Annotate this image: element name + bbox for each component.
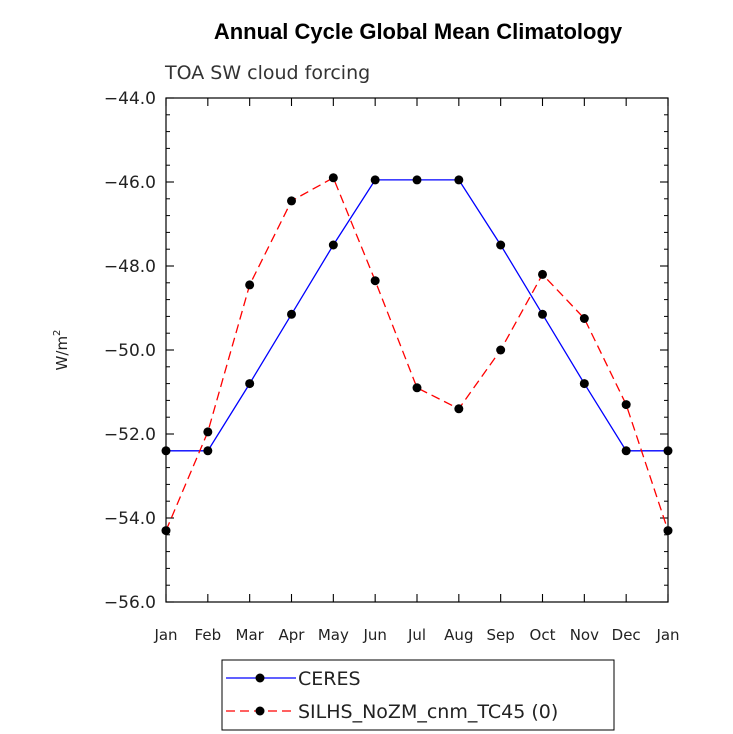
- y-tick-label: −52.0: [104, 425, 156, 445]
- x-tick-label: Dec: [612, 626, 641, 644]
- series-1-point: [621, 400, 631, 410]
- series-0-point: [245, 379, 255, 389]
- series-layer: [161, 173, 673, 536]
- y-axis-ticks: −44.0 −46.0 −48.0 −50.0 −52.0 −54.0 −56.0: [104, 89, 668, 613]
- legend-label-silhs: SILHS_NoZM_cnm_TC45 (0): [298, 701, 558, 723]
- series-0-point: [538, 309, 547, 319]
- plot-frame: [165, 97, 669, 603]
- series-1-point: [287, 196, 296, 206]
- series-0-point: [496, 240, 506, 250]
- x-tick-label: May: [318, 626, 349, 644]
- series-1-point: [203, 427, 213, 437]
- legend-marker-ceres: [255, 673, 265, 683]
- y-tick-label: −50.0: [104, 341, 156, 361]
- series-1-point: [496, 345, 506, 355]
- x-tick-label: Apr: [279, 626, 306, 644]
- series-0-point: [579, 379, 589, 389]
- series-0-point: [621, 446, 631, 456]
- y-axis-label-superscript: 2: [52, 330, 63, 336]
- y-axis-label-text: W/m: [53, 336, 71, 371]
- legend: CERES SILHS_NoZM_cnm_TC45 (0): [221, 659, 615, 731]
- legend-label-ceres: CERES: [298, 668, 361, 690]
- series-0-point: [370, 175, 380, 185]
- y-tick-label: −56.0: [104, 593, 156, 613]
- y-tick-label: −48.0: [104, 257, 156, 277]
- series-1-point: [245, 280, 255, 290]
- series-1-point: [454, 404, 464, 414]
- x-tick-label: Jan: [153, 626, 177, 644]
- svg-text:W/m2: W/m2: [52, 330, 71, 371]
- x-tick-label: Jun: [362, 626, 386, 644]
- series-0-point: [161, 446, 171, 456]
- series-1-point: [161, 526, 171, 536]
- legend-box: [221, 659, 615, 731]
- series-0-point: [663, 446, 673, 456]
- series-1-point: [412, 383, 422, 393]
- x-tick-label: Jan: [655, 626, 679, 644]
- series-1-point: [328, 173, 338, 183]
- y-tick-label: −44.0: [104, 89, 156, 109]
- series-1-point: [579, 314, 589, 323]
- series-1-point: [370, 276, 380, 286]
- y-tick-label: −46.0: [104, 173, 156, 193]
- x-tick-label: Aug: [444, 626, 473, 644]
- series-line-1: [165, 176, 669, 531]
- series-0-point: [287, 309, 296, 319]
- x-tick-label: Mar: [236, 626, 265, 644]
- chart-title: Annual Cycle Global Mean Climatology: [214, 19, 623, 44]
- x-tick-label: Jul: [407, 626, 426, 644]
- series-1-point: [538, 269, 547, 279]
- x-tick-label: Feb: [195, 626, 222, 644]
- series-0-point: [454, 175, 464, 185]
- y-tick-label: −54.0: [104, 509, 156, 529]
- series-1-point: [663, 526, 673, 536]
- series-0-point: [412, 175, 422, 185]
- series-0-point: [203, 446, 213, 456]
- x-tick-label: Nov: [570, 626, 599, 644]
- y-axis-label: W/m2: [52, 330, 71, 371]
- chart-subtitle: TOA SW cloud forcing: [164, 62, 370, 84]
- series-0-point: [328, 240, 338, 250]
- x-axis-ticks: Jan Feb Mar Apr May Jun Jul Aug Sep Oct Nov Dec Jan: [153, 98, 680, 644]
- x-tick-label: Oct: [530, 626, 556, 644]
- x-tick-label: Sep: [487, 626, 515, 644]
- legend-marker-silhs: [255, 706, 265, 716]
